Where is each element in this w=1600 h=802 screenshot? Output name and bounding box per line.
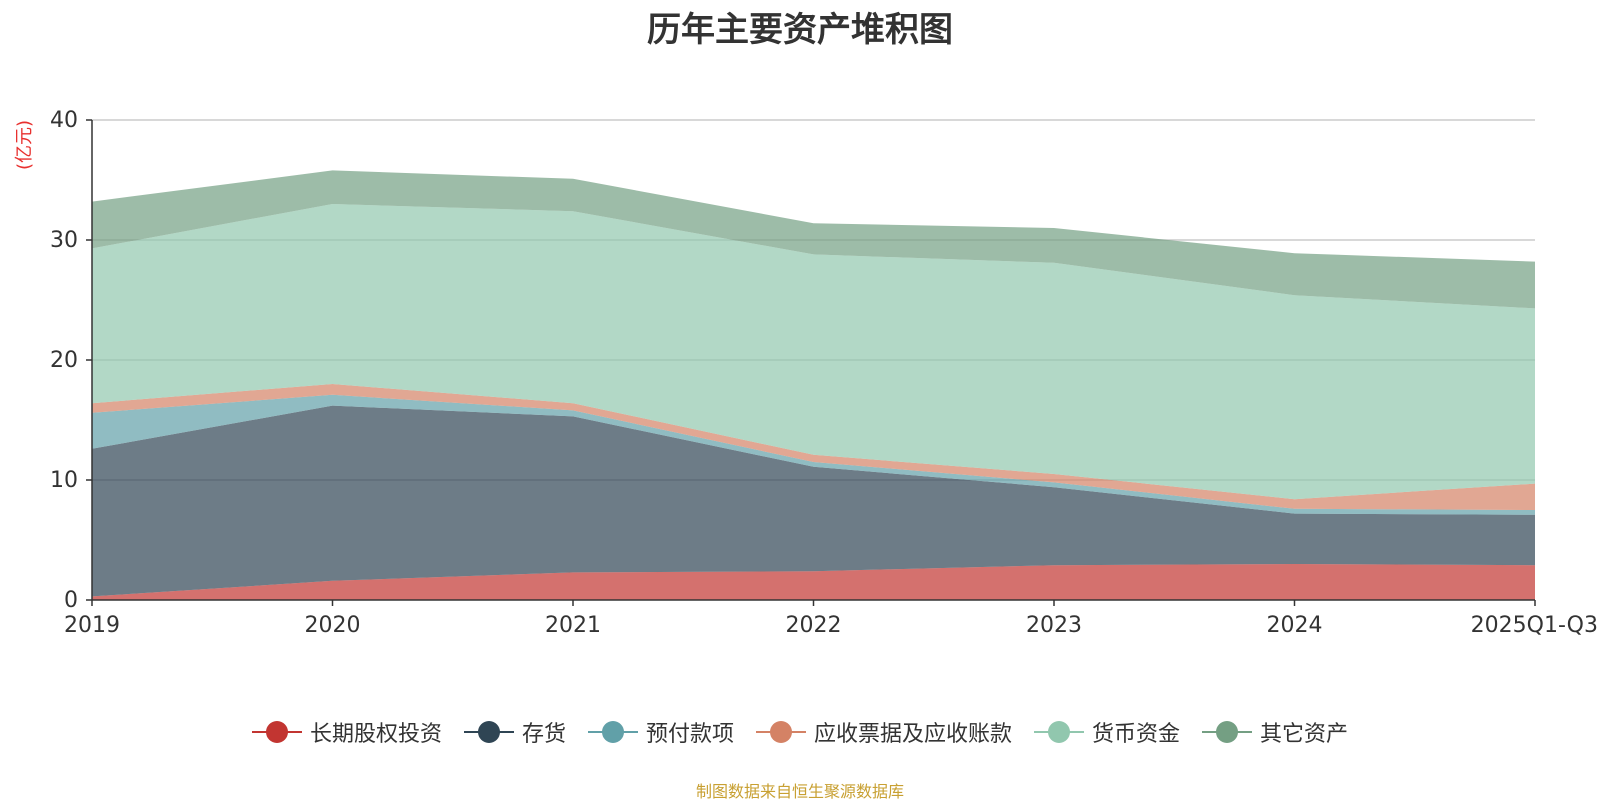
legend-label: 货币资金 <box>1092 722 1181 747</box>
legend-label: 预付款项 <box>645 722 734 747</box>
y-axis-label: (亿元) <box>14 120 35 170</box>
y-tick-label: 40 <box>50 108 78 133</box>
area-series-0 <box>92 564 1535 600</box>
legend-label: 应收票据及应收账款 <box>814 722 1013 747</box>
area-series-4 <box>92 204 1535 500</box>
x-tick-label: 2023 <box>1026 613 1082 638</box>
legend-marker-icon <box>1202 721 1253 743</box>
legend-item[interactable]: 预付款项 <box>587 716 734 748</box>
legend-marker-icon <box>463 721 514 743</box>
area-series-5 <box>92 170 1535 309</box>
legend: 长期股权投资 存货 预付款项 应收票据及应收账款 货币资金 其它资产 <box>0 716 1600 748</box>
y-tick-label: 20 <box>50 348 78 373</box>
y-tick-label: 0 <box>64 588 78 613</box>
y-tick-label: 10 <box>50 468 78 493</box>
x-tick-label: 2021 <box>545 613 601 638</box>
legend-item[interactable]: 长期股权投资 <box>251 716 442 748</box>
x-tick-label: 2024 <box>1267 613 1323 638</box>
legend-item[interactable]: 货币资金 <box>1034 716 1180 748</box>
area-series-2 <box>92 394 1535 515</box>
legend-marker-icon <box>251 721 302 743</box>
legend-label: 其它资产 <box>1260 722 1349 747</box>
legend-label: 存货 <box>521 722 566 747</box>
legend-item[interactable]: 应收票据及应收账款 <box>756 716 1012 748</box>
legend-label: 长期股权投资 <box>309 722 442 747</box>
chart-title: 历年主要资产堆积图 <box>647 10 953 50</box>
legend-marker-icon <box>1034 721 1085 743</box>
area-series-1 <box>92 405 1535 597</box>
x-tick-label: 2022 <box>786 613 842 638</box>
x-tick-label: 2020 <box>305 613 361 638</box>
x-tick-label: 2019 <box>64 613 120 638</box>
y-tick-label: 30 <box>50 228 78 253</box>
legend-item[interactable]: 其它资产 <box>1202 716 1348 748</box>
legend-marker-icon <box>756 721 806 743</box>
source-note: 制图数据来自恒生聚源数据库 <box>695 782 904 801</box>
area-series-3 <box>92 384 1535 510</box>
legend-marker-icon <box>587 721 638 743</box>
x-tick-label: 2025Q1-Q3 <box>1471 613 1598 638</box>
legend-item[interactable]: 存货 <box>463 716 566 748</box>
